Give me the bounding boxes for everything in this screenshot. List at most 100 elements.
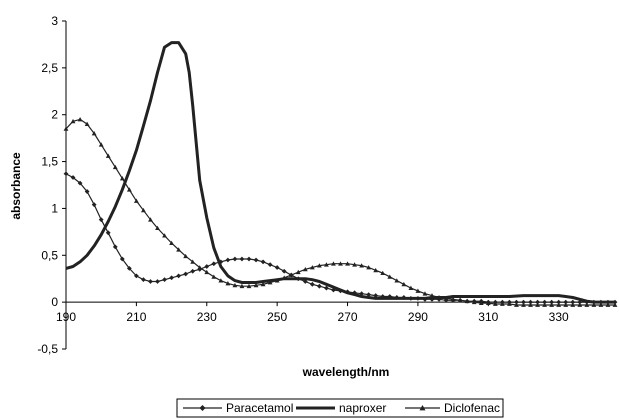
data-point-diclofenac [183, 253, 189, 259]
data-point-paracetamol [535, 299, 540, 305]
data-point-diclofenac [457, 297, 463, 303]
data-point-paracetamol [542, 299, 548, 305]
data-point-paracetamol [141, 277, 146, 283]
data-point-diclofenac [112, 164, 118, 170]
series-paracetamol [63, 171, 618, 305]
data-point-diclofenac [288, 272, 294, 277]
data-point-paracetamol [204, 264, 210, 269]
data-point-diclofenac [211, 274, 217, 279]
data-point-diclofenac [239, 283, 245, 289]
data-point-diclofenac [373, 267, 379, 273]
data-point-diclofenac [464, 298, 470, 304]
data-point-paracetamol [98, 217, 104, 223]
data-point-diclofenac [499, 301, 505, 306]
legend-label: naproxer [339, 401, 386, 415]
data-point-diclofenac [119, 176, 125, 181]
x-ticks: 190 210 230 250 270 290 310 330 [56, 302, 569, 324]
legend: Paracetamol naproxer Diclofenac [176, 398, 504, 418]
data-point-diclofenac [492, 301, 498, 306]
data-point-diclofenac [133, 198, 139, 203]
data-point-paracetamol [514, 299, 519, 305]
data-point-diclofenac [577, 302, 583, 307]
data-point-diclofenac [302, 266, 308, 272]
data-point-diclofenac [521, 302, 526, 307]
data-point-diclofenac [429, 293, 435, 298]
data-point-diclofenac [274, 278, 280, 283]
data-point-diclofenac [387, 274, 393, 279]
data-point-diclofenac [450, 296, 456, 302]
series-naproxer [65, 41, 615, 304]
data-point-paracetamol [316, 283, 322, 289]
data-point-diclofenac [345, 261, 350, 266]
x-tick-label: 230 [197, 310, 217, 324]
data-point-diclofenac [556, 302, 562, 307]
y-tick-label: 0,5 [41, 248, 58, 262]
data-point-diclofenac [366, 265, 372, 270]
data-point-paracetamol [556, 299, 562, 305]
data-point-paracetamol [211, 261, 217, 267]
data-point-paracetamol [267, 262, 273, 268]
series-line-naproxer [65, 41, 615, 304]
data-point-paracetamol [63, 171, 69, 177]
data-point-paracetamol [380, 294, 386, 299]
data-point-diclofenac [359, 263, 365, 268]
data-point-diclofenac [514, 302, 519, 307]
y-tick-label: -0,5 [37, 342, 58, 356]
data-point-diclofenac [155, 225, 160, 231]
data-point-paracetamol [70, 175, 76, 180]
data-point-paracetamol [119, 256, 125, 262]
data-point-diclofenac [443, 295, 449, 301]
data-point-paracetamol [570, 299, 576, 305]
data-point-diclofenac [98, 142, 104, 147]
data-point-diclofenac [507, 301, 512, 306]
x-tick-label: 270 [338, 310, 358, 324]
data-point-diclofenac [232, 282, 238, 288]
data-point-diclofenac [380, 270, 386, 276]
data-point-diclofenac [105, 153, 111, 158]
data-point-diclofenac [436, 295, 442, 300]
data-point-diclofenac [218, 278, 224, 283]
data-point-diclofenac [408, 285, 414, 291]
data-point-paracetamol [126, 266, 132, 271]
data-point-diclofenac [612, 302, 618, 307]
data-point-diclofenac [324, 262, 329, 267]
y-ticks: -0,5 0 0,5 1 1,5 2 2,5 3 [37, 14, 66, 356]
data-point-paracetamol [528, 299, 533, 305]
legend-marker [199, 405, 206, 411]
data-point-diclofenac [63, 126, 69, 131]
data-point-paracetamol [169, 275, 174, 281]
data-point-diclofenac [267, 280, 273, 285]
data-point-diclofenac [549, 302, 555, 307]
data-point-diclofenac [331, 261, 336, 266]
data-point-diclofenac [260, 281, 266, 287]
series-layer [63, 41, 618, 307]
data-point-paracetamol [324, 285, 329, 291]
data-point-diclofenac [70, 118, 76, 124]
data-point-diclofenac [563, 302, 569, 307]
data-point-paracetamol [549, 299, 555, 305]
legend-item-naproxer: naproxer [296, 401, 386, 415]
data-point-diclofenac [309, 265, 315, 270]
series-diclofenac [63, 117, 618, 307]
data-point-diclofenac [535, 302, 540, 307]
data-point-diclofenac [190, 259, 196, 264]
data-point-diclofenac [77, 117, 83, 122]
y-tick-label: 3 [51, 14, 58, 28]
data-point-diclofenac [162, 233, 167, 238]
data-point-paracetamol [155, 279, 160, 284]
data-point-diclofenac [176, 247, 182, 252]
legend-marker [419, 405, 426, 411]
data-point-diclofenac [338, 261, 343, 266]
data-point-paracetamol [274, 265, 280, 270]
data-point-paracetamol [309, 281, 315, 287]
data-point-diclofenac [295, 269, 301, 275]
axes [65, 21, 615, 349]
x-tick-label: 330 [549, 310, 569, 324]
x-tick-label: 190 [56, 310, 76, 324]
data-point-paracetamol [387, 294, 393, 299]
legend-item-diclofenac: Diclofenac [405, 401, 500, 415]
data-point-paracetamol [183, 271, 189, 277]
data-point-diclofenac [197, 265, 203, 270]
data-point-paracetamol [133, 273, 139, 279]
